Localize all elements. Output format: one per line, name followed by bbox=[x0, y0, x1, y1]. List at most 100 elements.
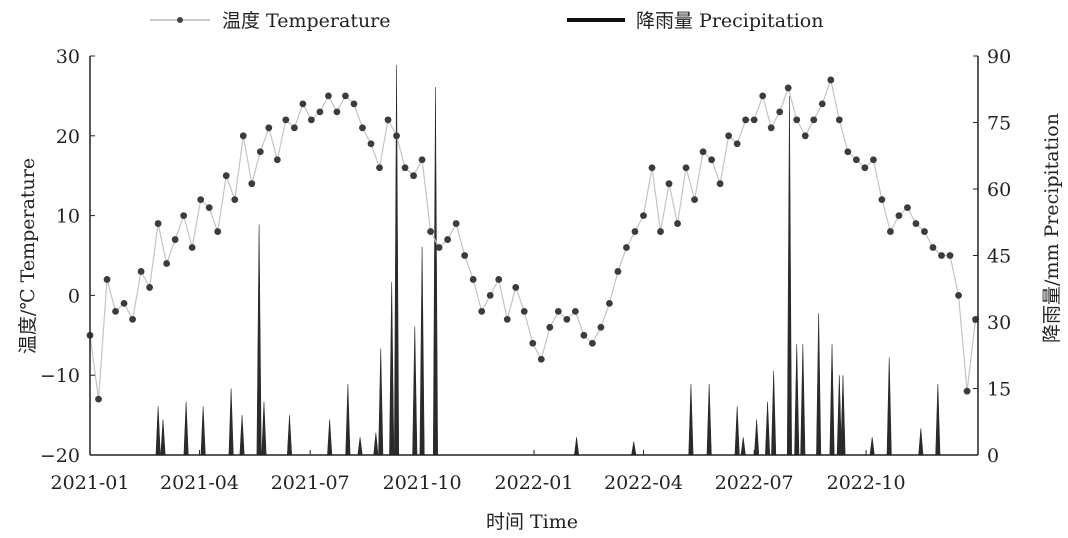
temperature-point bbox=[342, 92, 349, 100]
temperature-point bbox=[197, 196, 205, 204]
temperature-point bbox=[640, 212, 647, 220]
temperature-point bbox=[188, 244, 196, 251]
x-tick-label: 2021-07 bbox=[271, 472, 350, 494]
temperature-point bbox=[180, 212, 188, 220]
temperature-point bbox=[273, 156, 281, 164]
temperature-point bbox=[878, 196, 886, 204]
temperature-point bbox=[427, 228, 435, 235]
temperature-point bbox=[912, 220, 920, 227]
temperature-point bbox=[103, 276, 111, 283]
temperature-point bbox=[708, 156, 715, 164]
temperature-point bbox=[554, 307, 562, 315]
temperature-point bbox=[844, 148, 852, 156]
x-tick-label: 2021-04 bbox=[160, 472, 239, 494]
temperature-point bbox=[623, 244, 630, 251]
temperature-point bbox=[835, 116, 843, 124]
temperature-point bbox=[205, 204, 213, 212]
temperature-point bbox=[887, 228, 894, 235]
y-left-tick-label: 10 bbox=[56, 206, 80, 228]
temperature-point bbox=[469, 276, 477, 283]
precipitation-bar bbox=[840, 375, 846, 456]
precipitation-bar bbox=[794, 344, 800, 456]
temperature-point bbox=[597, 323, 605, 331]
temperature-point bbox=[631, 228, 639, 235]
x-tick-label: 2022-01 bbox=[495, 472, 574, 494]
x-axis-label: 时间 Time bbox=[486, 511, 578, 533]
legend-precipitation-label: 降雨量 Precipitation bbox=[636, 10, 823, 32]
precipitation-bar bbox=[800, 344, 806, 456]
temperature-point bbox=[231, 196, 239, 204]
y-left-tick-label: 0 bbox=[68, 285, 80, 307]
temperature-point bbox=[810, 116, 818, 124]
temperature-point bbox=[665, 180, 673, 188]
precipitation-bar bbox=[886, 357, 892, 456]
precipitation-bar bbox=[412, 326, 418, 456]
x-tick-label: 2021-01 bbox=[51, 472, 130, 494]
precipitation-bar bbox=[734, 406, 740, 456]
y-left-tick-label: −10 bbox=[40, 365, 80, 387]
temperature-point bbox=[435, 244, 443, 251]
precipitation-bar bbox=[261, 401, 267, 456]
temperature-point bbox=[367, 140, 375, 148]
temperature-line bbox=[89, 77, 977, 400]
temperature-point bbox=[359, 124, 366, 132]
y-left-tick-label: 20 bbox=[56, 126, 80, 148]
precipitation-bar bbox=[183, 401, 189, 456]
y-right-tick-label: 90 bbox=[987, 46, 1011, 68]
y-right-tick-label: 15 bbox=[987, 379, 1011, 401]
temperature-point bbox=[299, 100, 307, 108]
temperature-point bbox=[444, 236, 452, 243]
temperature-point bbox=[376, 164, 383, 172]
temperature-point bbox=[929, 244, 937, 251]
temperature-point bbox=[614, 268, 622, 275]
temperature-point bbox=[691, 196, 698, 204]
legend-temperature-label: 温度 Temperature bbox=[222, 10, 391, 32]
temperature-point bbox=[333, 108, 341, 116]
precipitation-bar bbox=[239, 415, 245, 456]
temperature-point bbox=[452, 220, 460, 227]
temperature-point bbox=[742, 116, 750, 124]
temperature-point bbox=[265, 124, 273, 132]
y-right-tick-label: 30 bbox=[987, 312, 1011, 334]
temperature-point bbox=[827, 76, 835, 84]
temperature-point bbox=[495, 276, 503, 283]
precipitation-bar bbox=[432, 87, 438, 456]
temperature-point bbox=[248, 180, 256, 188]
precipitation-bar bbox=[256, 224, 262, 456]
temperature-point bbox=[137, 268, 145, 275]
temperature-point bbox=[648, 164, 656, 172]
temperature-point bbox=[963, 387, 971, 395]
temperature-point bbox=[307, 116, 315, 124]
precipitation-bar bbox=[631, 441, 637, 456]
precipitation-bar bbox=[688, 384, 694, 456]
precipitation-bar bbox=[574, 437, 580, 456]
precipitation-bars bbox=[155, 64, 941, 456]
precipitation-bar bbox=[228, 388, 234, 456]
temperature-point bbox=[546, 323, 554, 331]
temperature-point bbox=[725, 132, 733, 140]
temperature-point bbox=[537, 355, 545, 363]
y-right-tick-label: 0 bbox=[987, 445, 999, 467]
y-left-tick-label: −20 bbox=[40, 445, 80, 467]
temperature-point bbox=[895, 212, 903, 220]
temperature-point bbox=[733, 140, 741, 148]
temperature-point bbox=[410, 172, 417, 180]
temperature-point bbox=[588, 339, 596, 347]
temperature-point bbox=[461, 252, 469, 259]
temperature-point bbox=[801, 132, 809, 140]
temperature-point bbox=[699, 148, 707, 156]
precipitation-bar bbox=[754, 419, 760, 456]
y-right-tick-label: 75 bbox=[987, 113, 1011, 135]
precipitation-bar bbox=[706, 384, 712, 456]
y-right-tick-label: 60 bbox=[987, 179, 1011, 201]
temperature-point bbox=[784, 84, 792, 92]
temperature-point bbox=[563, 315, 571, 323]
temperature-point bbox=[290, 124, 298, 132]
precipitation-bar bbox=[155, 406, 161, 456]
temperature-series bbox=[86, 76, 979, 403]
precipitation-bar bbox=[419, 246, 425, 456]
temperature-point bbox=[146, 284, 154, 291]
temperature-point bbox=[759, 92, 767, 100]
temperature-point bbox=[793, 116, 801, 124]
temperature-point bbox=[938, 252, 945, 259]
